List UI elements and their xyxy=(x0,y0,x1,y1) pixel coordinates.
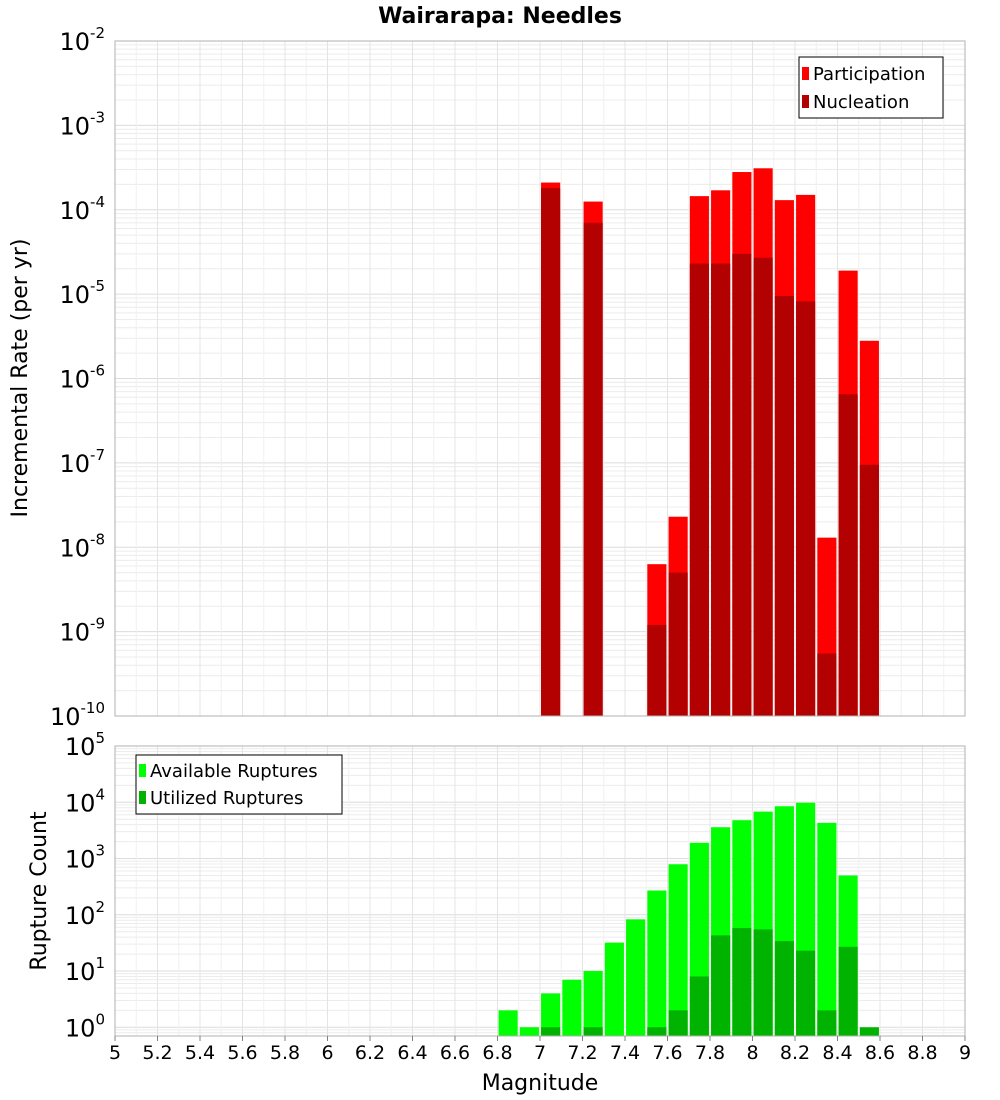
bottom-bars xyxy=(498,802,879,1036)
utilized-ruptures-bar xyxy=(583,1027,603,1036)
x-tick-label: 5.4 xyxy=(185,1042,215,1064)
utilized-ruptures-bar xyxy=(732,928,752,1036)
bottom-y-tick-label: 104 xyxy=(65,785,105,817)
top-y-ticks: 10-10 10-9 10-8 10-7 10-6 10-5 10-4 10-3 10-2 xyxy=(50,24,105,731)
nucleation-bar xyxy=(859,464,879,716)
available-ruptures-bar xyxy=(519,1027,539,1036)
top-y-tick-label: 10-6 xyxy=(59,362,105,394)
top-panel: 10-10 10-9 10-8 10-7 10-6 10-5 10-4 10-3 10-2 In… xyxy=(8,24,966,731)
available-ruptures-bar xyxy=(562,979,582,1036)
x-tick-label: 9 xyxy=(959,1042,971,1064)
utilized-ruptures-bar xyxy=(541,1027,561,1036)
bottom-y-tick-label: 100 xyxy=(65,1010,105,1042)
x-axis-ticks: 5 5.2 5.4 5.6 5.8 6 6.2 6.4 6.6 6.8 7 7.2 7.4 7.6 7.8 8… xyxy=(109,1036,971,1064)
x-axis-label: Magnitude xyxy=(482,1071,599,1096)
bottom-y-tick-label: 102 xyxy=(65,898,105,930)
nucleation-bar xyxy=(689,263,709,716)
x-tick-label: 7 xyxy=(534,1042,546,1064)
bottom-y-tick-label: 103 xyxy=(65,842,105,874)
x-tick-label: 7.8 xyxy=(695,1042,725,1064)
nucleation-legend-label: Nucleation xyxy=(813,92,909,113)
available-ruptures-bar xyxy=(817,822,837,1036)
top-legend: Participation Nucleation xyxy=(798,56,944,119)
x-tick-label: 6.8 xyxy=(482,1042,512,1064)
nucleation-bar xyxy=(647,624,667,716)
top-y-tick-label: 10-8 xyxy=(59,530,105,562)
nucleation-bar xyxy=(732,253,752,716)
x-tick-label: 8.2 xyxy=(780,1042,810,1064)
available-ruptures-bar xyxy=(583,971,603,1036)
x-tick-label: 7.2 xyxy=(567,1042,597,1064)
x-tick-label: 7.6 xyxy=(652,1042,682,1064)
available-ruptures-bar xyxy=(626,919,646,1036)
x-tick-label: 8 xyxy=(746,1042,758,1064)
chart-title: Wairarapa: Needles xyxy=(378,4,622,29)
bottom-legend-box xyxy=(135,754,343,815)
x-tick-label: 5.8 xyxy=(270,1042,300,1064)
available-ruptures-bar xyxy=(541,993,561,1036)
nucleation-swatch xyxy=(802,95,809,108)
x-tick-label: 5 xyxy=(109,1042,121,1064)
utilized-ruptures-bar xyxy=(711,935,731,1036)
top-y-tick-label: 10-10 xyxy=(50,699,105,731)
bottom-y-ticks: 100 101 102 103 104 105 xyxy=(65,729,105,1042)
bottom-y-axis-label: Rupture Count xyxy=(27,811,52,971)
top-y-tick-label: 10-7 xyxy=(59,446,105,478)
nucleation-bar xyxy=(711,263,731,716)
utilized-ruptures-bar xyxy=(668,1010,688,1036)
top-plot-frame xyxy=(114,40,966,717)
bottom-y-tick-label: 101 xyxy=(65,954,105,986)
utilized-ruptures-bar xyxy=(838,946,858,1036)
bottom-panel: 100 101 102 103 104 105 5 5.2 5.4 5.6 5.8 6 6.2 6.4 6… xyxy=(27,729,971,1096)
available-ruptures-legend-label: Available Ruptures xyxy=(150,761,318,782)
available-ruptures-bar xyxy=(604,942,624,1036)
bottom-y-tick-label: 105 xyxy=(65,729,105,761)
available-ruptures-bar xyxy=(498,1010,518,1036)
top-legend-box xyxy=(798,56,944,119)
nucleation-bar xyxy=(796,301,816,716)
x-tick-label: 8.8 xyxy=(907,1042,937,1064)
nucleation-bar xyxy=(774,296,794,716)
utilized-ruptures-bar xyxy=(753,929,773,1036)
utilized-ruptures-bar xyxy=(859,1027,879,1036)
x-tick-label: 6 xyxy=(321,1042,333,1064)
top-y-axis-label: Incremental Rate (per yr) xyxy=(8,239,33,518)
top-y-tick-label: 10-4 xyxy=(59,193,105,225)
available-ruptures-bar xyxy=(668,864,688,1036)
nucleation-bar xyxy=(668,572,688,716)
utilized-ruptures-bar xyxy=(817,1010,837,1036)
x-tick-label: 6.4 xyxy=(397,1042,427,1064)
participation-legend-label: Participation xyxy=(813,64,925,85)
utilized-ruptures-bar xyxy=(689,976,709,1036)
utilized-ruptures-legend-label: Utilized Ruptures xyxy=(150,788,303,809)
nucleation-bar xyxy=(817,653,837,716)
top-y-tick-label: 10-9 xyxy=(59,615,105,647)
x-tick-label: 6.6 xyxy=(440,1042,470,1064)
top-y-tick-label: 10-2 xyxy=(59,24,105,56)
x-tick-label: 8.4 xyxy=(822,1042,852,1064)
x-tick-label: 5.2 xyxy=(142,1042,172,1064)
nucleation-bar xyxy=(583,222,603,716)
available-ruptures-bar xyxy=(647,890,667,1036)
nucleation-bar xyxy=(541,188,561,717)
available-ruptures-swatch xyxy=(139,764,146,777)
top-bars xyxy=(541,168,879,717)
utilized-ruptures-bar xyxy=(774,941,794,1036)
bottom-legend: Available Ruptures Utilized Ruptures xyxy=(135,754,343,815)
utilized-ruptures-bar xyxy=(647,1027,667,1036)
participation-swatch xyxy=(802,67,809,80)
nucleation-bar xyxy=(838,394,858,716)
top-y-tick-label: 10-3 xyxy=(59,108,105,140)
nucleation-bar xyxy=(753,257,773,716)
utilized-ruptures-swatch xyxy=(139,791,146,804)
x-tick-label: 6.2 xyxy=(355,1042,385,1064)
top-y-tick-label: 10-5 xyxy=(59,277,105,309)
top-grid xyxy=(114,40,966,717)
utilized-ruptures-bar xyxy=(796,950,816,1036)
x-tick-label: 8.6 xyxy=(865,1042,895,1064)
x-tick-label: 5.6 xyxy=(227,1042,257,1064)
x-tick-label: 7.4 xyxy=(610,1042,640,1064)
